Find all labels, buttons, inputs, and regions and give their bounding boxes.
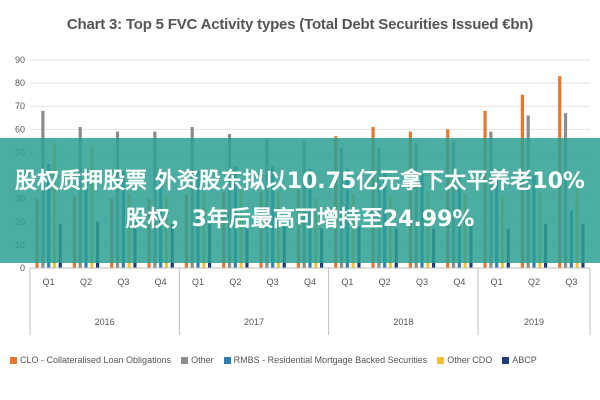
x-tick-label: Q2 bbox=[80, 277, 92, 287]
x-tick-label: Q3 bbox=[565, 277, 577, 287]
legend-item: RMBS - Residential Mortgage Backed Secur… bbox=[223, 355, 428, 365]
x-tick-label: Q4 bbox=[155, 277, 167, 287]
x-tick-label: Q1 bbox=[43, 277, 55, 287]
legend-label: ABCP bbox=[512, 355, 537, 365]
legend-swatch bbox=[181, 356, 189, 364]
legend-swatch bbox=[10, 356, 17, 364]
legend-label: RMBS - Residential Mortgage Backed Secur… bbox=[233, 355, 428, 365]
x-tick-label: Q1 bbox=[341, 277, 353, 287]
legend-label: Other CDO bbox=[447, 355, 493, 365]
x-tick-label: Q1 bbox=[192, 277, 204, 287]
chart-legend: CLO - Collateralised Loan Obligations Oth… bbox=[10, 350, 595, 370]
overlay-banner[interactable]: 股权质押股票 外资股东拟以10.75亿元拿下太平养老10%股权，3年后最高可增持… bbox=[0, 138, 600, 263]
x-tick-label: Q2 bbox=[229, 277, 241, 287]
y-tick-label: 90 bbox=[15, 55, 25, 65]
legend-swatch bbox=[437, 356, 445, 364]
chart-title: Chart 3: Top 5 FVC Activity types (Total… bbox=[66, 16, 534, 33]
y-tick-label: 80 bbox=[15, 78, 25, 88]
x-tick-label: Q2 bbox=[528, 277, 540, 287]
legend-swatch bbox=[502, 356, 510, 364]
x-tick-label: Q3 bbox=[117, 277, 129, 287]
year-label: 2018 bbox=[393, 317, 413, 327]
y-tick-label: 0 bbox=[20, 263, 25, 273]
legend-item: Other CDO bbox=[437, 355, 492, 365]
year-label: 2017 bbox=[244, 317, 264, 327]
legend-label: Other bbox=[191, 355, 214, 365]
x-tick-label: Q1 bbox=[491, 277, 503, 287]
x-tick-label: Q3 bbox=[267, 277, 279, 287]
x-tick-label: Q3 bbox=[416, 277, 428, 287]
year-label: 2019 bbox=[524, 317, 544, 327]
legend-label: CLO - Collateralised Loan Obligations bbox=[20, 355, 172, 365]
legend-swatch bbox=[223, 356, 231, 364]
legend-item: ABCP bbox=[502, 355, 537, 365]
x-tick-label: Q4 bbox=[453, 277, 465, 287]
legend-item: CLO - Collateralised Loan Obligations bbox=[10, 355, 171, 365]
y-tick-label: 70 bbox=[15, 101, 25, 111]
legend-item: Other bbox=[181, 355, 214, 365]
x-tick-label: Q4 bbox=[304, 277, 316, 287]
y-tick-label: 60 bbox=[15, 124, 25, 134]
overlay-headline: 股权质押股票 外资股东拟以10.75亿元拿下太平养老10%股权，3年后最高可增持… bbox=[15, 168, 585, 232]
year-label: 2016 bbox=[95, 317, 115, 327]
x-tick-label: Q2 bbox=[379, 277, 391, 287]
